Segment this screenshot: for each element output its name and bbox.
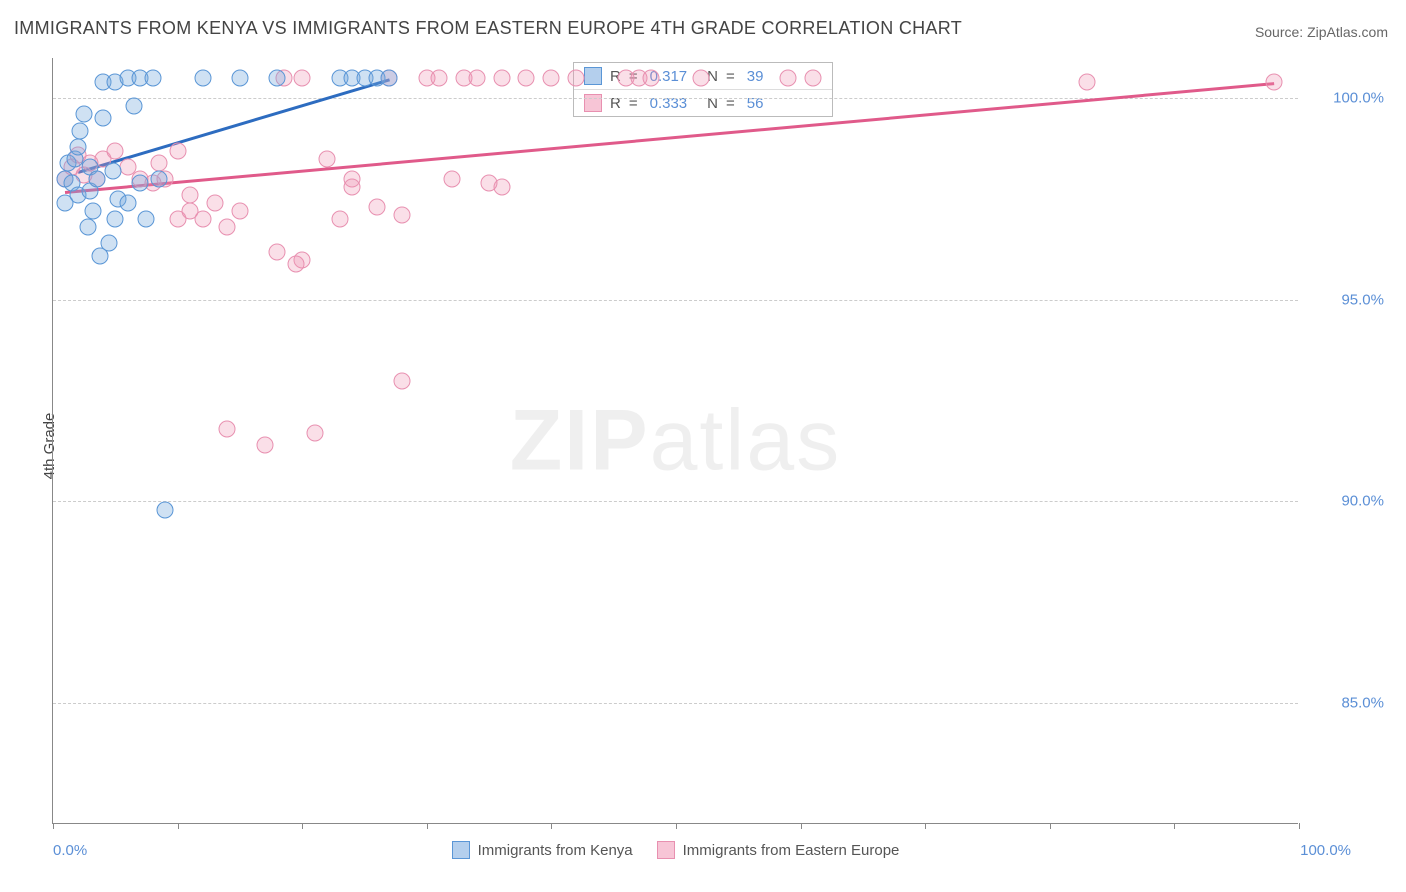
data-point bbox=[269, 70, 286, 87]
r-value-pink: 0.333 bbox=[650, 95, 688, 112]
data-point bbox=[144, 70, 161, 87]
data-point bbox=[431, 70, 448, 87]
x-tick bbox=[427, 823, 428, 829]
data-point bbox=[72, 122, 89, 139]
legend-label-pink: Immigrants from Eastern Europe bbox=[683, 842, 900, 859]
data-point bbox=[206, 195, 223, 212]
data-point bbox=[269, 243, 286, 260]
data-point bbox=[443, 170, 460, 187]
data-point bbox=[393, 207, 410, 224]
data-point bbox=[368, 199, 385, 216]
data-point bbox=[157, 501, 174, 518]
data-point bbox=[79, 219, 96, 236]
data-point bbox=[468, 70, 485, 87]
n-value-blue: 39 bbox=[747, 68, 764, 85]
watermark: ZIPatlas bbox=[510, 391, 841, 490]
data-point bbox=[125, 98, 142, 115]
legend-label-blue: Immigrants from Kenya bbox=[478, 842, 633, 859]
data-point bbox=[568, 70, 585, 87]
y-tick-label: 85.0% bbox=[1341, 695, 1384, 712]
x-tick bbox=[551, 823, 552, 829]
chart-title: IMMIGRANTS FROM KENYA VS IMMIGRANTS FROM… bbox=[14, 18, 962, 39]
data-point bbox=[543, 70, 560, 87]
watermark-atlas: atlas bbox=[650, 392, 842, 488]
data-point bbox=[231, 203, 248, 220]
data-point bbox=[780, 70, 797, 87]
data-point bbox=[219, 420, 236, 437]
legend-item-blue: Immigrants from Kenya bbox=[452, 841, 633, 859]
data-point bbox=[518, 70, 535, 87]
data-point bbox=[306, 424, 323, 441]
eq: = bbox=[726, 95, 735, 112]
data-point bbox=[805, 70, 822, 87]
chart-plot-area: ZIPatlas R = 0.317 N = 39 R = 0.333 N = … bbox=[52, 58, 1298, 824]
data-point bbox=[76, 106, 93, 123]
data-point bbox=[169, 142, 186, 159]
n-value-pink: 56 bbox=[747, 95, 764, 112]
data-point bbox=[287, 255, 304, 272]
data-point bbox=[194, 211, 211, 228]
data-point bbox=[294, 70, 311, 87]
data-point bbox=[219, 219, 236, 236]
data-point bbox=[256, 437, 273, 454]
source-label: Source: ZipAtlas.com bbox=[1255, 24, 1388, 40]
data-point bbox=[692, 70, 709, 87]
data-point bbox=[1266, 74, 1283, 91]
data-point bbox=[1079, 74, 1096, 91]
data-point bbox=[107, 211, 124, 228]
data-point bbox=[319, 150, 336, 167]
data-point bbox=[104, 162, 121, 179]
data-point bbox=[331, 211, 348, 228]
data-point bbox=[381, 70, 398, 87]
data-point bbox=[150, 154, 167, 171]
data-point bbox=[101, 235, 118, 252]
data-point bbox=[481, 174, 498, 191]
legend-swatch-pink bbox=[584, 94, 602, 112]
x-tick bbox=[53, 823, 54, 829]
legend-item-pink: Immigrants from Eastern Europe bbox=[657, 841, 900, 859]
x-tick bbox=[1174, 823, 1175, 829]
x-tick bbox=[178, 823, 179, 829]
data-point bbox=[150, 170, 167, 187]
gridline-h bbox=[53, 300, 1298, 301]
data-point bbox=[107, 142, 124, 159]
data-point bbox=[493, 70, 510, 87]
y-tick-label: 90.0% bbox=[1341, 493, 1384, 510]
data-point bbox=[393, 372, 410, 389]
r-label: R bbox=[610, 95, 621, 112]
legend-swatch-blue bbox=[584, 67, 602, 85]
eq: = bbox=[629, 95, 638, 112]
y-tick-label: 100.0% bbox=[1333, 90, 1384, 107]
x-tick-label: 100.0% bbox=[1300, 842, 1351, 859]
x-tick-label: 0.0% bbox=[53, 842, 87, 859]
data-point bbox=[69, 138, 86, 155]
watermark-zip: ZIP bbox=[510, 392, 650, 488]
data-point bbox=[138, 211, 155, 228]
eq: = bbox=[726, 68, 735, 85]
x-tick bbox=[676, 823, 677, 829]
data-point bbox=[94, 110, 111, 127]
n-label: N bbox=[707, 95, 718, 112]
data-point bbox=[231, 70, 248, 87]
legend-bottom: Immigrants from Kenya Immigrants from Ea… bbox=[53, 841, 1298, 859]
gridline-h bbox=[53, 501, 1298, 502]
data-point bbox=[643, 70, 660, 87]
data-point bbox=[84, 203, 101, 220]
stats-row-pink: R = 0.333 N = 56 bbox=[574, 90, 832, 116]
legend-swatch-blue bbox=[452, 841, 470, 859]
y-tick-label: 95.0% bbox=[1341, 291, 1384, 308]
data-point bbox=[88, 170, 105, 187]
data-point bbox=[132, 174, 149, 191]
x-tick bbox=[801, 823, 802, 829]
x-tick bbox=[1050, 823, 1051, 829]
data-point bbox=[182, 187, 199, 204]
data-point bbox=[194, 70, 211, 87]
legend-swatch-pink bbox=[657, 841, 675, 859]
x-tick bbox=[925, 823, 926, 829]
x-tick bbox=[302, 823, 303, 829]
gridline-h bbox=[53, 703, 1298, 704]
x-tick bbox=[1299, 823, 1300, 829]
data-point bbox=[119, 195, 136, 212]
data-point bbox=[344, 179, 361, 196]
